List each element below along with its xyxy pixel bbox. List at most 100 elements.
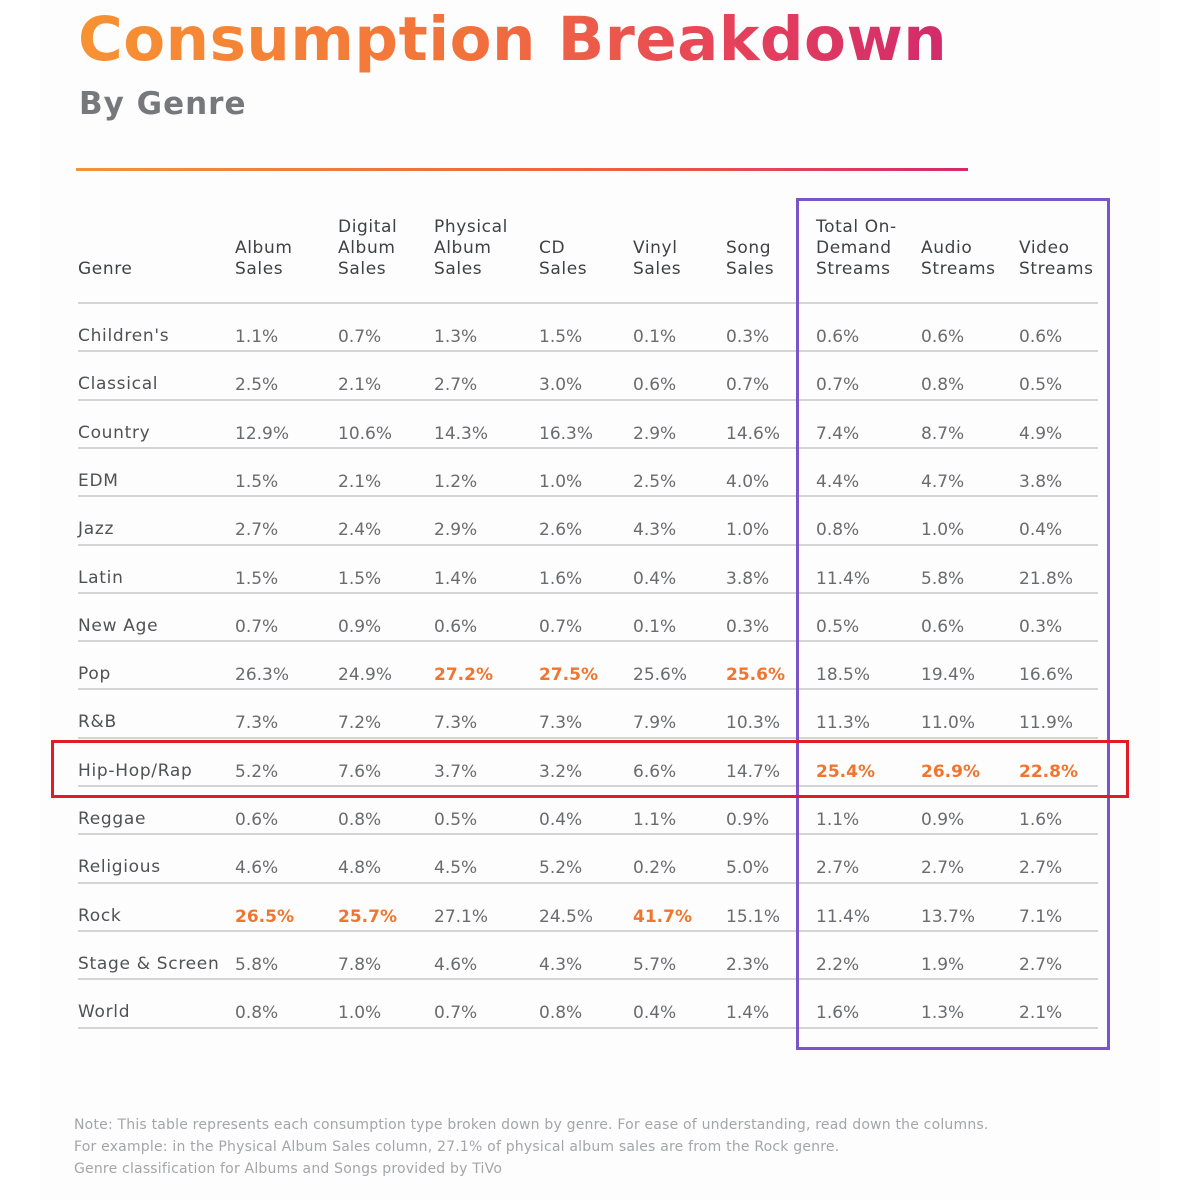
header-physical-album-sales: Physical Album Sales [434,217,508,279]
value-cell: 1.5% [235,471,279,492]
value-cell: 4.0% [726,471,770,492]
value-cell: 0.7% [235,616,279,637]
value-cell: 0.7% [434,1003,478,1024]
value-cell: 14.6% [726,423,781,444]
value-cell: 5.8% [235,954,279,975]
header-separator [78,302,1098,304]
row-separator [78,785,1098,787]
value-cell: 12.9% [235,423,290,444]
value-cell: 7.1% [1019,906,1063,927]
value-cell: 1.9% [921,954,965,975]
value-cell: 2.6% [539,520,583,541]
value-cell: 27.2% [434,665,493,686]
genre-label: Children's [78,326,170,346]
value-cell: 0.6% [921,616,965,637]
row-separator [78,640,1098,643]
value-cell: 25.6% [726,665,785,686]
value-cell: 7.4% [816,423,860,444]
header-song-sales: Song Sales [726,238,775,279]
genre-label: Latin [78,567,124,588]
value-cell: 11.4% [816,568,871,589]
row-separator [78,446,1098,449]
footnote: Note: This table represents each consump… [74,1114,1154,1180]
streams-columns-highlight-box [796,198,1110,1050]
value-cell: 2.5% [633,471,677,492]
value-cell: 0.7% [726,375,770,396]
value-cell: 1.0% [539,471,583,492]
value-cell: 25.4% [816,761,875,782]
value-cell: 24.5% [539,906,594,927]
value-cell: 0.9% [726,810,770,830]
value-cell: 1.1% [235,327,279,347]
value-cell: 2.1% [338,471,382,492]
value-cell: 0.6% [1019,327,1063,347]
value-cell: 0.7% [539,616,583,637]
value-cell: 2.7% [235,520,279,541]
genre-label: EDM [78,470,119,491]
value-cell: 1.0% [726,520,770,541]
value-cell: 1.6% [539,568,583,589]
genre-label: R&B [78,712,117,733]
value-cell: 1.3% [434,327,478,347]
value-cell: 7.6% [338,761,382,782]
value-cell: 11.9% [1019,713,1074,734]
value-cell: 0.2% [633,858,677,879]
value-cell: 7.3% [235,713,279,734]
value-cell: 0.6% [633,375,677,396]
value-cell: 0.8% [816,520,860,541]
genre-label: Pop [78,664,111,685]
footnote-line-2: For example: in the Physical Album Sales… [74,1139,840,1155]
header-album-sales: Album Sales [235,238,293,279]
value-cell: 5.7% [633,954,677,975]
value-cell: 1.5% [539,327,583,347]
value-cell: 1.0% [338,1003,382,1024]
value-cell: 7.3% [434,713,478,734]
genre-label: Country [78,422,151,443]
value-cell: 22.8% [1019,761,1078,782]
value-cell: 2.7% [1019,954,1063,975]
value-cell: 16.6% [1019,665,1074,686]
value-cell: 4.6% [235,858,279,879]
genre-label: Rock [78,905,122,926]
value-cell: 26.3% [235,665,290,686]
genre-label: Religious [78,857,161,878]
value-cell: 16.3% [539,423,594,444]
value-cell: 1.6% [816,1003,860,1024]
value-cell: 14.3% [434,423,489,444]
header-genre: Genre [78,259,133,279]
value-cell: 2.1% [1019,1003,1063,1024]
value-cell: 0.8% [539,1003,583,1024]
genre-label: Hip-Hop/Rap [78,760,193,781]
value-cell: 1.5% [235,568,279,589]
value-cell: 3.8% [1019,471,1063,492]
footnote-line-3: Genre classification for Albums and Song… [74,1161,503,1177]
value-cell: 2.7% [921,858,965,879]
value-cell: 1.2% [434,471,478,492]
value-cell: 4.6% [434,954,478,975]
value-cell: 0.6% [816,327,860,347]
value-cell: 18.5% [816,665,871,686]
value-cell: 2.4% [338,520,382,541]
row-separator [78,398,1098,401]
value-cell: 0.8% [921,375,965,396]
row-separator [78,736,1098,739]
value-cell: 19.4% [921,665,976,686]
value-cell: 10.6% [338,423,393,444]
value-cell: 11.4% [816,906,871,927]
row-separator [78,543,1098,546]
row-separator [78,978,1098,981]
value-cell: 0.4% [1019,520,1063,541]
value-cell: 3.0% [539,375,583,396]
value-cell: 7.8% [338,954,382,975]
row-separator [78,591,1098,594]
value-cell: 0.4% [539,810,583,830]
value-cell: 4.9% [1019,423,1063,444]
value-cell: 2.7% [816,858,860,879]
value-cell: 0.6% [921,327,965,347]
value-cell: 7.3% [539,713,583,734]
value-cell: 27.5% [539,665,598,686]
row-separator [78,688,1098,691]
genre-label: Jazz [78,519,115,540]
value-cell: 1.5% [338,568,382,589]
value-cell: 1.4% [434,568,478,589]
